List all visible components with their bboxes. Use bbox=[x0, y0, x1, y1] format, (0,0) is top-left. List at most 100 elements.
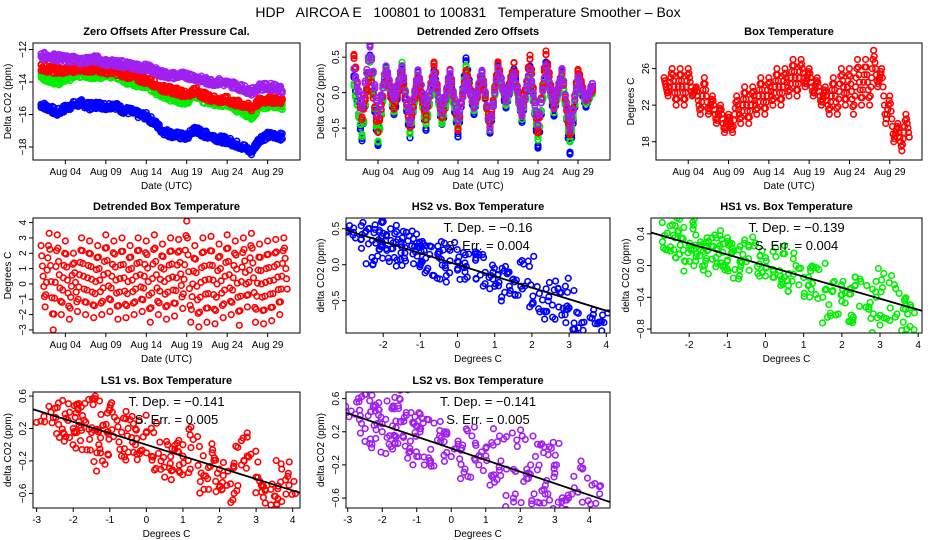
data-point bbox=[534, 121, 542, 130]
data-point bbox=[374, 252, 382, 260]
data-point bbox=[45, 229, 53, 237]
data-point bbox=[424, 98, 432, 106]
data-point bbox=[281, 254, 289, 262]
x-tick-label: Aug 04 bbox=[672, 167, 704, 178]
data-point bbox=[526, 51, 534, 59]
data-point bbox=[129, 299, 138, 307]
data-point bbox=[676, 218, 684, 223]
panel-title: HS2 vs. Box Temperature bbox=[412, 201, 544, 213]
x-tick-label: Aug 09 bbox=[402, 167, 434, 178]
data-point bbox=[680, 267, 688, 275]
data-point bbox=[751, 239, 760, 247]
data-point bbox=[902, 115, 911, 123]
data-point bbox=[65, 315, 74, 323]
data-point bbox=[894, 119, 902, 128]
data-point bbox=[684, 64, 692, 73]
data-point bbox=[888, 115, 896, 123]
data-point bbox=[144, 264, 152, 272]
y-tick-label: −12 bbox=[18, 41, 29, 58]
data-point bbox=[530, 252, 538, 260]
data-point bbox=[422, 116, 430, 124]
data-point bbox=[376, 101, 384, 109]
data-point bbox=[186, 301, 194, 310]
data-point bbox=[516, 258, 524, 266]
data-point bbox=[531, 96, 539, 105]
y-tick-label: 0.4 bbox=[636, 226, 647, 240]
data-point bbox=[865, 93, 873, 102]
data-point bbox=[78, 247, 86, 255]
data-point bbox=[150, 231, 158, 239]
data-point bbox=[435, 94, 443, 102]
y-axis-label: Delta CO2 (ppm) bbox=[316, 64, 327, 140]
x-axis-label: Degrees C bbox=[454, 354, 502, 365]
data-point bbox=[256, 253, 264, 261]
data-point bbox=[387, 225, 395, 233]
data-point bbox=[95, 265, 103, 273]
plot-frame bbox=[32, 42, 301, 161]
data-point bbox=[451, 96, 459, 104]
data-point bbox=[506, 286, 514, 295]
data-point bbox=[830, 277, 838, 286]
data-point bbox=[541, 315, 549, 323]
data-point bbox=[249, 259, 257, 267]
data-point bbox=[689, 221, 697, 229]
x-axis-label: Date (UTC) bbox=[141, 354, 192, 365]
data-point bbox=[834, 310, 842, 318]
y-tick-label: 0 bbox=[18, 281, 29, 287]
data-point bbox=[232, 251, 240, 259]
data-point bbox=[436, 275, 444, 283]
data-point bbox=[668, 221, 676, 229]
plot-frame bbox=[345, 42, 611, 161]
data-point bbox=[280, 234, 288, 242]
data-point bbox=[600, 318, 608, 327]
data-point bbox=[658, 218, 666, 227]
data-point bbox=[122, 314, 130, 322]
data-point bbox=[41, 303, 49, 311]
y-tick-label: −0.4 bbox=[636, 287, 647, 307]
data-point bbox=[422, 105, 430, 113]
data-point bbox=[346, 226, 352, 234]
data-point bbox=[814, 294, 822, 303]
plot-marks bbox=[658, 218, 919, 333]
data-point bbox=[227, 311, 235, 319]
data-point bbox=[542, 47, 550, 55]
data-point bbox=[400, 254, 409, 262]
data-point bbox=[127, 265, 136, 273]
plot-marks bbox=[350, 43, 597, 158]
data-point bbox=[382, 245, 390, 253]
data-point bbox=[116, 274, 124, 283]
data-point bbox=[804, 282, 812, 290]
data-point bbox=[833, 110, 841, 118]
data-point bbox=[570, 319, 578, 327]
data-point bbox=[724, 267, 732, 275]
data-point bbox=[126, 242, 134, 250]
data-point bbox=[455, 253, 463, 261]
data-point bbox=[94, 242, 102, 250]
data-point bbox=[75, 271, 84, 279]
x-axis-label: Date (UTC) bbox=[141, 181, 192, 192]
data-point bbox=[807, 267, 815, 275]
data-point bbox=[825, 106, 833, 114]
data-point bbox=[497, 74, 505, 82]
data-point bbox=[547, 85, 555, 93]
data-point bbox=[569, 107, 577, 115]
data-point bbox=[575, 77, 584, 85]
data-point bbox=[400, 72, 408, 81]
y-tick-label: 22 bbox=[641, 99, 652, 111]
x-tick-label: Aug 24 bbox=[834, 167, 866, 178]
data-point bbox=[123, 302, 131, 310]
data-point bbox=[717, 106, 725, 114]
data-point bbox=[152, 271, 160, 279]
data-point bbox=[553, 91, 561, 99]
data-point bbox=[561, 311, 569, 319]
data-point bbox=[425, 92, 433, 100]
data-point bbox=[491, 90, 499, 98]
data-point bbox=[199, 234, 207, 242]
data-point bbox=[209, 276, 217, 284]
data-point bbox=[719, 240, 727, 248]
data-point bbox=[451, 238, 459, 247]
data-point bbox=[780, 242, 789, 250]
data-point bbox=[219, 314, 227, 322]
data-point bbox=[107, 284, 115, 292]
